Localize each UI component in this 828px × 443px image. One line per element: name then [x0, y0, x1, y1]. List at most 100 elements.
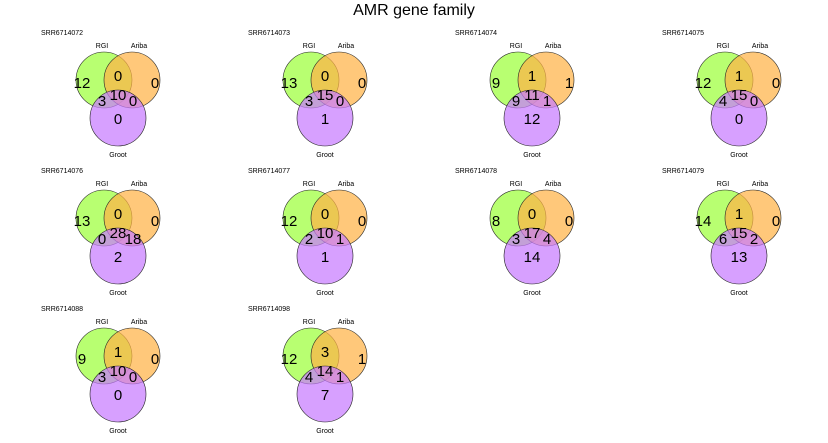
region-count: 0 [565, 213, 573, 230]
panel-sample-label: SRR6714098 [248, 306, 290, 313]
region-count: 3 [321, 344, 329, 361]
region-count: 14 [524, 249, 541, 266]
set-label-ariba: Ariba [752, 181, 768, 188]
region-count: 1 [358, 351, 366, 368]
region-count: 0 [321, 68, 329, 85]
region-count: 1 [543, 93, 551, 110]
region-count: 3 [98, 369, 106, 386]
region-count: 0 [151, 351, 159, 368]
set-label-rgi: RGI [717, 43, 730, 50]
set-label-ariba: Ariba [338, 43, 354, 50]
set-label-ariba: Ariba [338, 181, 354, 188]
set-label-groot: Groot [523, 290, 541, 297]
region-count: 8 [492, 213, 500, 230]
set-label-ariba: Ariba [131, 43, 147, 50]
region-count: 1 [735, 206, 743, 223]
region-count: 3 [305, 93, 313, 110]
circle-groot [296, 227, 354, 285]
region-count: 14 [695, 213, 712, 230]
panel-sample-label: SRR6714076 [41, 168, 83, 175]
region-count: 4 [719, 93, 727, 110]
panel-sample-label: SRR6714079 [662, 168, 704, 175]
set-label-rgi: RGI [717, 181, 730, 188]
region-count: 3 [512, 231, 520, 248]
region-count: 10 [110, 87, 127, 104]
region-count: 4 [305, 369, 313, 386]
region-count: 1 [336, 369, 344, 386]
set-label-rgi: RGI [510, 43, 523, 50]
region-count: 0 [336, 93, 344, 110]
region-count: 9 [78, 351, 86, 368]
region-count: 0 [98, 231, 106, 248]
region-count: 7 [321, 387, 329, 404]
set-label-ariba: Ariba [338, 319, 354, 326]
region-count: 6 [719, 231, 727, 248]
region-count: 0 [114, 68, 122, 85]
circle-groot [296, 89, 354, 147]
region-count: 18 [125, 231, 142, 248]
region-count: 14 [317, 363, 334, 380]
region-count: 0 [114, 206, 122, 223]
region-count: 11 [524, 87, 540, 104]
region-count: 1 [735, 68, 743, 85]
region-count: 0 [151, 213, 159, 230]
circle-groot [710, 89, 768, 147]
set-label-rgi: RGI [303, 181, 316, 188]
region-count: 2 [114, 249, 122, 266]
circle-groot [89, 227, 147, 285]
set-label-rgi: RGI [96, 43, 109, 50]
set-label-rgi: RGI [96, 319, 109, 326]
region-count: 0 [772, 213, 780, 230]
region-count: 0 [129, 369, 137, 386]
region-count: 1 [321, 111, 329, 128]
region-count: 10 [317, 225, 334, 242]
set-label-groot: Groot [109, 152, 127, 159]
region-count: 9 [492, 75, 500, 92]
circle-groot [710, 227, 768, 285]
region-count: 0 [358, 75, 366, 92]
venn-panel: SRR6714079 RGI Ariba Groot 14 0 13 16 215 [662, 168, 782, 297]
set-label-rgi: RGI [510, 181, 523, 188]
region-count: 2 [750, 231, 758, 248]
region-count: 13 [281, 75, 298, 92]
chart-title: AMR gene family [353, 2, 475, 19]
region-count: 9 [512, 93, 520, 110]
region-count: 4 [543, 231, 551, 248]
circle-groot [89, 365, 147, 423]
set-label-rgi: RGI [303, 43, 316, 50]
region-count: 1 [565, 75, 573, 92]
region-count: 0 [528, 206, 536, 223]
region-count: 0 [129, 93, 137, 110]
region-count: 28 [110, 225, 127, 242]
panel-sample-label: SRR6714078 [455, 168, 497, 175]
region-count: 0 [114, 387, 122, 404]
region-count: 2 [305, 231, 313, 248]
region-count: 0 [321, 206, 329, 223]
region-count: 1 [528, 68, 536, 85]
circle-groot [89, 89, 147, 147]
region-count: 13 [74, 213, 91, 230]
set-label-groot: Groot [523, 152, 541, 159]
set-label-ariba: Ariba [131, 319, 147, 326]
region-count: 0 [735, 111, 743, 128]
set-label-ariba: Ariba [545, 43, 561, 50]
region-count: 12 [74, 75, 91, 92]
set-label-groot: Groot [316, 152, 334, 159]
region-count: 10 [110, 363, 127, 380]
region-count: 1 [114, 344, 122, 361]
set-label-groot: Groot [730, 290, 748, 297]
region-count: 12 [695, 75, 712, 92]
set-label-rgi: RGI [96, 181, 109, 188]
panel-sample-label: SRR6714073 [248, 30, 290, 37]
region-count: 3 [98, 93, 106, 110]
region-count: 13 [731, 249, 748, 266]
panel-sample-label: SRR6714077 [248, 168, 290, 175]
circle-groot [503, 227, 561, 285]
region-count: 12 [524, 111, 541, 128]
